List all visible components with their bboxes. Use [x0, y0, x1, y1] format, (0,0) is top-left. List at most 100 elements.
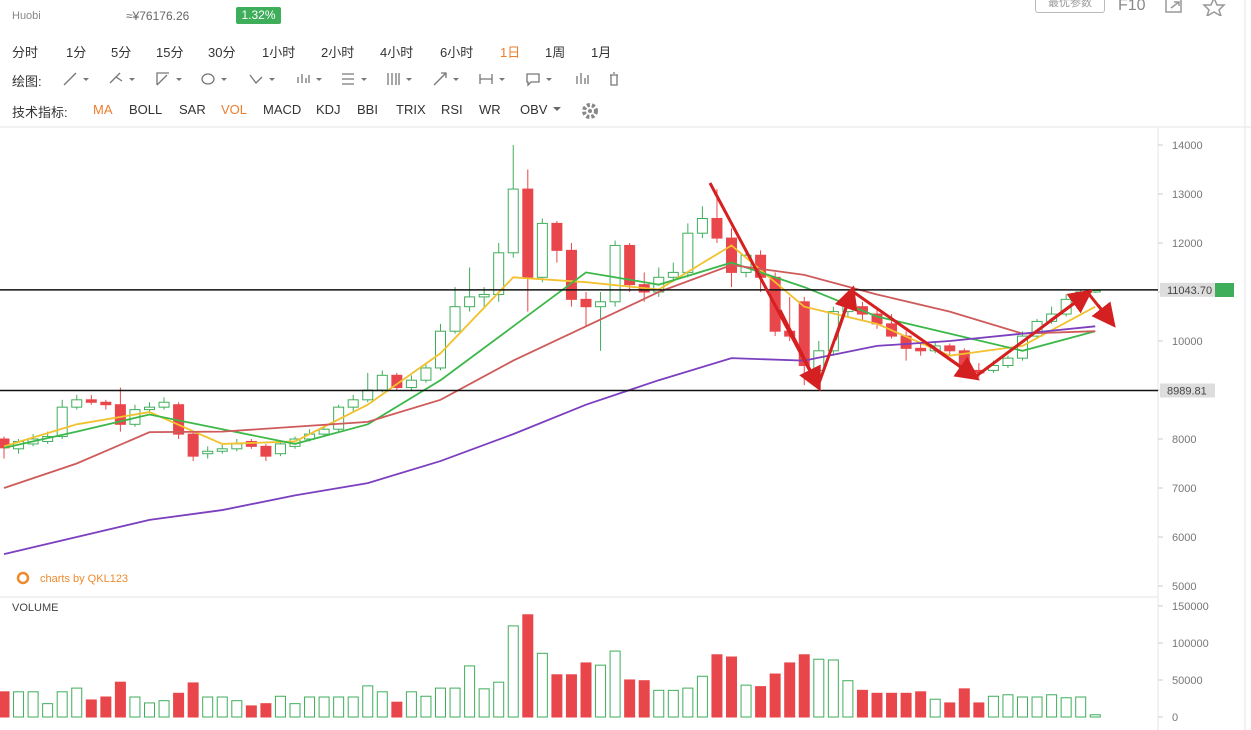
tool-icon[interactable] [248, 71, 278, 87]
candle-body [1002, 357, 1014, 367]
candle-body [624, 244, 636, 286]
tool-icon[interactable] [478, 71, 508, 87]
indicator-tab[interactable]: KDJ [316, 102, 341, 117]
volume-bar [813, 658, 825, 718]
timeframe-tab[interactable]: 4小时 [380, 45, 414, 60]
volume-bar [580, 662, 592, 718]
candle-body [551, 222, 563, 251]
tool-icon[interactable] [155, 71, 185, 87]
volume-tick-label: 100000 [1172, 638, 1209, 650]
arrow-head [833, 285, 858, 341]
best-params-button[interactable]: 最优参数 [1035, 0, 1105, 13]
indicator-tab[interactable]: VOL [221, 102, 248, 117]
indicator-tab[interactable]: SAR [179, 102, 206, 117]
indicator-tab[interactable]: MACD [263, 102, 302, 117]
volume-bar [551, 674, 563, 718]
volume-bar [565, 674, 577, 718]
tool-icon[interactable] [432, 71, 462, 87]
tool-icon[interactable] [340, 71, 370, 87]
volume-bar [114, 681, 126, 718]
timeframe-tab[interactable]: 1月 [591, 45, 612, 60]
candle-body [915, 347, 927, 352]
volume-bar [944, 702, 956, 718]
indicator-tab[interactable]: TRIX [396, 102, 426, 117]
moving-average-line [3, 325, 1096, 556]
timeframe-tab[interactable]: 2小时 [321, 45, 355, 60]
timeframe-tab[interactable]: 1分 [66, 45, 87, 60]
timeframe-tab[interactable]: 5分 [111, 45, 132, 60]
volume-bar [376, 691, 388, 718]
volume-bar [740, 684, 752, 718]
tool-icon[interactable] [62, 71, 92, 87]
tool-icon[interactable] [200, 71, 230, 87]
dropdown-caret[interactable] [552, 104, 562, 114]
volume-bar [522, 614, 534, 718]
volume-bar [304, 696, 316, 718]
volume-bar [42, 703, 54, 718]
candle-body [376, 374, 388, 391]
candle-body [144, 406, 155, 411]
volume-bar [784, 662, 796, 718]
volume-bar [0, 691, 10, 718]
price-label: 8989.81 [1167, 386, 1207, 398]
candle-body [478, 293, 490, 298]
volume-bar [333, 696, 345, 718]
volume-bar [71, 687, 83, 718]
volume-bar [886, 692, 898, 718]
tool-icon[interactable] [385, 71, 415, 87]
timeframe-tab[interactable]: 分时 [12, 45, 39, 60]
price-label-box [1160, 383, 1215, 398]
volume-bar [667, 689, 679, 718]
volume-tick-label: 150000 [1172, 601, 1209, 613]
candle-body [449, 306, 461, 332]
drawing-label: 绘图: [12, 74, 42, 89]
f10-button[interactable]: F10 [1118, 0, 1146, 14]
star-icon[interactable] [1202, 0, 1226, 16]
timeframe-tab[interactable]: 1周 [545, 45, 566, 60]
indicator-tab[interactable]: WR [479, 102, 501, 117]
candle-body [609, 244, 621, 303]
moving-average-line [3, 244, 1096, 448]
indicator-tab[interactable]: RSI [441, 102, 463, 117]
timeframe-tab[interactable]: 6小时 [440, 45, 474, 60]
volume-bar [260, 703, 272, 718]
timeframe-tab[interactable]: 15分 [156, 45, 184, 60]
tool-icon[interactable] [108, 71, 138, 87]
candle-body [187, 433, 199, 457]
settings-icon[interactable] [580, 101, 600, 121]
candle-body [682, 232, 694, 273]
tool-icon[interactable] [295, 71, 325, 87]
volume-bar [391, 701, 403, 718]
expand-icon[interactable] [1163, 0, 1187, 16]
tool-icon[interactable] [606, 71, 636, 87]
volume-bar [13, 691, 25, 718]
timeframe-tab[interactable]: 30分 [208, 45, 236, 60]
indicator-tab[interactable]: OBV [520, 102, 548, 117]
volume-bar [958, 688, 970, 718]
tool-icon[interactable] [574, 71, 604, 87]
volume-bar [347, 696, 359, 718]
candle-body [362, 389, 374, 401]
timeframe-tab[interactable]: 1日 [500, 45, 521, 60]
volume-bar [769, 673, 781, 718]
volume-bar [842, 680, 854, 718]
indicator-tab[interactable]: MA [93, 102, 113, 117]
indicators-label: 技术指标: [12, 105, 68, 120]
timeframe-tab[interactable]: 1小时 [262, 45, 296, 60]
indicator-tab[interactable]: BOLL [129, 102, 163, 117]
volume-bar [624, 679, 636, 718]
volume-bar [638, 680, 650, 718]
indicator-tab[interactable]: BBI [357, 102, 378, 117]
candle-body [1089, 290, 1101, 293]
volume-bar [449, 687, 461, 718]
candle-body [216, 448, 228, 452]
volume-bar [1060, 697, 1072, 718]
tool-icon[interactable] [525, 71, 555, 87]
volume-bar [609, 650, 621, 718]
volume-bar [726, 656, 737, 718]
volume-bar [85, 699, 97, 718]
volume-bar [682, 687, 694, 718]
volume-tick-label: 0 [1172, 712, 1178, 724]
volume-bar [1046, 694, 1058, 718]
